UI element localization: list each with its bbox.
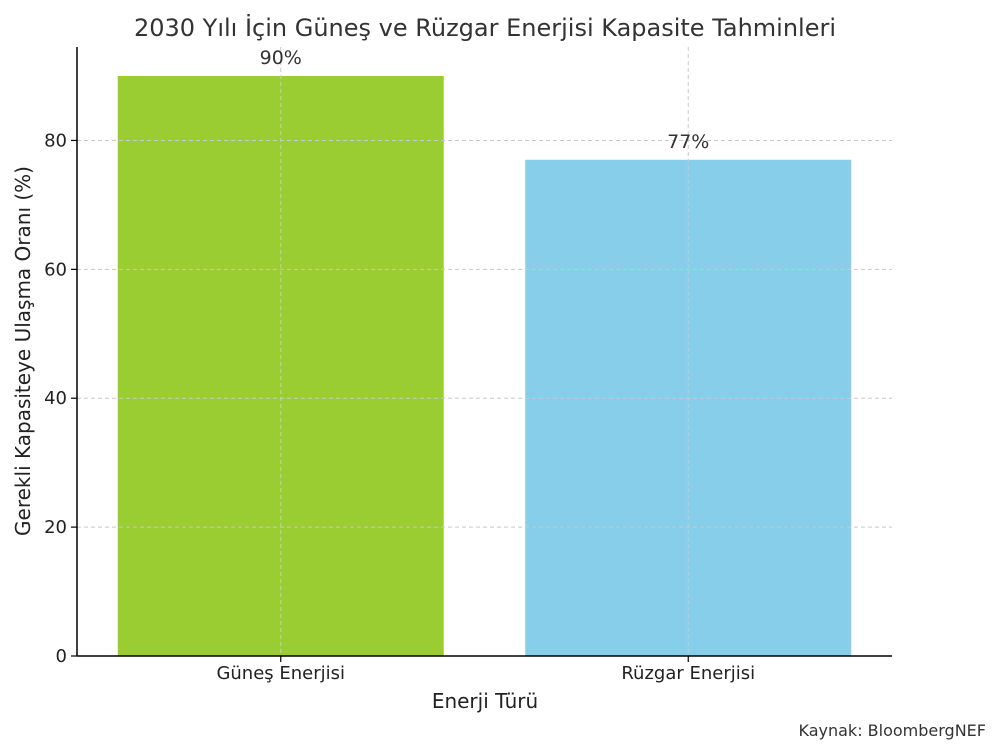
y-tick-label: 0 (56, 646, 67, 667)
y-tick-label: 60 (44, 259, 67, 280)
axes (76, 47, 892, 657)
x-ticks: Güneş Enerjisi Rüzgar Enerjisi (216, 656, 755, 684)
x-tick-label: Rüzgar Enerjisi (621, 663, 755, 684)
y-tick-label: 20 (44, 517, 67, 538)
data-labels: 90% 77% (260, 47, 710, 153)
y-tick-label: 40 (44, 388, 67, 409)
data-label: 90% (260, 47, 302, 69)
bars (117, 76, 852, 656)
y-tick-label: 80 (44, 130, 67, 151)
y-ticks: 0 20 40 60 80 (44, 130, 77, 667)
x-axis-label: Enerji Türü (432, 689, 538, 713)
x-tick-label: Güneş Enerjisi (216, 663, 345, 684)
y-axis-label: Gerekli Kapasiteye Ulaşma Oranı (%) (11, 166, 35, 536)
chart-title: 2030 Yılı İçin Güneş ve Rüzgar Enerjisi … (134, 13, 836, 42)
data-label: 77% (667, 131, 709, 153)
source-note: Kaynak: BloombergNEF (799, 721, 987, 740)
grid (77, 47, 892, 656)
